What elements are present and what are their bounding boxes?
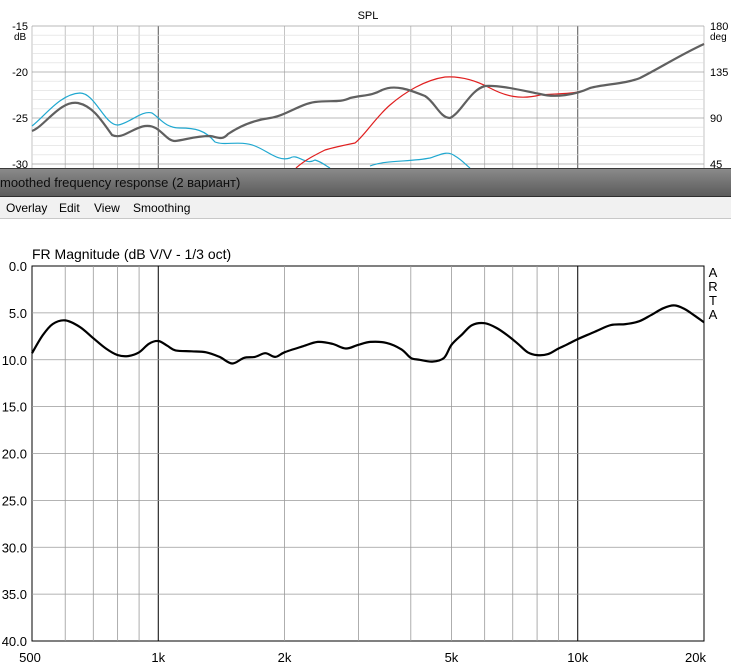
- spl-gray-line: [31, 43, 705, 143]
- watermark-letter: R: [708, 279, 717, 294]
- fr-y-tick-label: 30.0: [2, 540, 27, 555]
- fr-title: FR Magnitude (dB V/V - 1/3 oct): [32, 246, 231, 262]
- spl-left-tick: -25: [12, 113, 28, 125]
- fr-x-tick-label: 5k: [445, 650, 459, 665]
- fr-chart: 0.0 5.0 10.0 15.0 20.0 25.0 30.0 35.0 40.0 500 1k…: [2, 246, 718, 665]
- spl-chart: SPL dB deg -15 -20 -25 -30 180 135 90 45: [12, 10, 728, 168]
- watermark-letter: A: [709, 265, 718, 280]
- menu-view[interactable]: View: [94, 201, 120, 215]
- window-title: moothed frequency response (2 вариант): [0, 175, 241, 190]
- fr-y-tick-label: 10.0: [2, 353, 27, 368]
- spl-plot-area: [32, 26, 704, 168]
- spl-right-tick: 135: [710, 67, 728, 79]
- spl-left-tick: -20: [12, 67, 28, 79]
- fr-y-tick-label: 25.0: [2, 493, 27, 508]
- spl-right-tick: 90: [710, 113, 722, 125]
- watermark-letter: T: [709, 293, 717, 308]
- fr-y-tick-label: 5.0: [9, 306, 27, 321]
- fr-x-tick-label: 10k: [567, 650, 588, 665]
- fr-y-tick-label: 40.0: [2, 634, 27, 649]
- watermark-letter: A: [709, 307, 718, 322]
- fr-horizontal-grid: [32, 312, 704, 595]
- spl-title: SPL: [358, 10, 379, 22]
- menu-bar: Overlay Edit View Smoothing: [0, 197, 731, 219]
- fr-y-tick-label: 15.0: [2, 400, 27, 415]
- fr-y-tick-label: 35.0: [2, 587, 27, 602]
- fr-x-tick-label: 2k: [278, 650, 292, 665]
- fr-magnitude-line: [31, 304, 705, 365]
- fr-x-tick-label: 1k: [151, 650, 165, 665]
- menu-edit[interactable]: Edit: [59, 201, 80, 215]
- window-titlebar: moothed frequency response (2 вариант): [0, 168, 731, 197]
- fr-y-ticks: 0.0 5.0 10.0 15.0 20.0 25.0 30.0 35.0 40.0: [2, 259, 27, 649]
- fr-x-ticks: 500 1k 2k 5k 10k 20k: [19, 650, 706, 665]
- spl-cyan-line: [31, 92, 471, 168]
- spl-left-unit: dB: [14, 32, 27, 43]
- menu-overlay[interactable]: Overlay: [6, 201, 48, 215]
- spl-right-tick: 180: [710, 21, 728, 33]
- spl-left-tick: -15: [12, 21, 28, 33]
- fr-x-tick-label: 20k: [685, 650, 706, 665]
- spl-right-unit: deg: [710, 32, 727, 43]
- menu-smoothing[interactable]: Smoothing: [133, 201, 191, 215]
- fr-series-group: [31, 304, 705, 365]
- fr-x-tick-label: 500: [19, 650, 41, 665]
- fr-y-tick-label: 20.0: [2, 447, 27, 462]
- spl-left-tick: -30: [12, 159, 28, 168]
- spl-right-tick: 45: [710, 159, 722, 168]
- arta-watermark: A R T A: [708, 265, 717, 322]
- spl-grid: [31, 25, 705, 168]
- fr-y-tick-label: 0.0: [9, 259, 27, 274]
